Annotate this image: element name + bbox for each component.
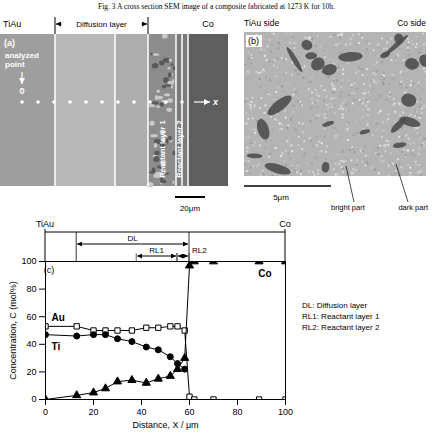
svg-text:60: 60 [26, 312, 36, 322]
svg-text:RL1: RL1 [149, 246, 164, 255]
svg-text:TiAu side: TiAu side [244, 18, 279, 28]
svg-text:RL2: RL2 [192, 246, 207, 255]
html-text:DL: Diffusion layer: DL: Diffusion layer [302, 301, 368, 310]
svg-text:Distance, X / μm: Distance, X / μm [132, 420, 198, 430]
html-text:RL2: Reactant layer 2: RL2: Reactant layer 2 [302, 323, 380, 332]
svg-text:Reactant layer 2: Reactant layer 2 [175, 120, 184, 178]
svg-text:20: 20 [88, 407, 98, 417]
svg-text:DL: DL [127, 234, 138, 243]
svg-text:Co: Co [202, 19, 214, 29]
svg-text:bright part: bright part [331, 203, 366, 212]
svg-text:(c): (c) [44, 265, 55, 275]
svg-text:0: 0 [19, 86, 24, 96]
svg-text:5μm: 5μm [273, 193, 289, 202]
svg-text:Concentration, C (mol%): Concentration, C (mol%) [8, 281, 18, 380]
svg-text:0: 0 [43, 407, 48, 417]
svg-text:Ti: Ti [52, 341, 61, 352]
svg-text:40: 40 [136, 407, 146, 417]
svg-text:Co: Co [258, 268, 271, 279]
svg-text:x: x [212, 97, 219, 107]
html-text:RL1: Reactant layer 1: RL1: Reactant layer 1 [302, 312, 380, 321]
html-text:Fig. 3 A cross section SEM ima: Fig. 3 A cross section SEM image of a co… [98, 2, 335, 11]
svg-text:analyzedpoint: analyzedpoint [5, 51, 39, 69]
svg-text:20μm: 20μm [180, 204, 201, 213]
svg-text:80: 80 [26, 284, 36, 294]
svg-text:dark part: dark part [398, 203, 429, 212]
svg-text:Reactant layer 1: Reactant layer 1 [158, 120, 167, 178]
svg-text:0: 0 [31, 394, 36, 404]
svg-text:Au: Au [52, 312, 65, 323]
svg-text:TiAu: TiAu [36, 219, 54, 229]
svg-text:(b): (b) [248, 36, 259, 46]
svg-text:100: 100 [21, 256, 36, 266]
svg-text:80: 80 [232, 407, 242, 417]
svg-text:(a): (a) [4, 38, 15, 48]
svg-text:Co side: Co side [397, 18, 426, 28]
svg-text:TiAu: TiAu [3, 19, 21, 29]
svg-text:60: 60 [184, 407, 194, 417]
svg-text:100: 100 [278, 407, 293, 417]
svg-text:Diffusion layer: Diffusion layer [76, 20, 127, 29]
svg-text:Co: Co [279, 219, 291, 229]
svg-text:20: 20 [26, 367, 36, 377]
svg-text:40: 40 [26, 339, 36, 349]
